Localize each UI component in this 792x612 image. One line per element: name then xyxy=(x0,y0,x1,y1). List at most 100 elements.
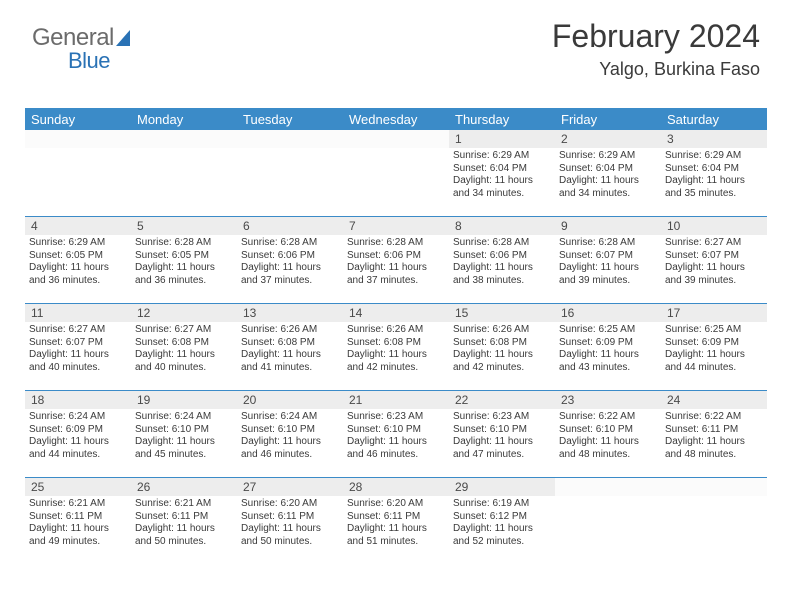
sunset-text: Sunset: 6:10 PM xyxy=(135,424,233,437)
day-body: Sunrise: 6:29 AMSunset: 6:05 PMDaylight:… xyxy=(25,235,131,293)
daylight-text: Daylight: 11 hours and 52 minutes. xyxy=(453,523,551,548)
sunrise-text: Sunrise: 6:28 AM xyxy=(241,237,339,250)
calendar-cell: 11Sunrise: 6:27 AMSunset: 6:07 PMDayligh… xyxy=(25,304,131,390)
day-number: 10 xyxy=(661,217,767,235)
daylight-text: Daylight: 11 hours and 36 minutes. xyxy=(135,262,233,287)
calendar-cell xyxy=(343,130,449,216)
sunset-text: Sunset: 6:10 PM xyxy=(241,424,339,437)
day-body: Sunrise: 6:28 AMSunset: 6:07 PMDaylight:… xyxy=(555,235,661,293)
day-number xyxy=(25,130,131,148)
sunrise-text: Sunrise: 6:24 AM xyxy=(241,411,339,424)
sunrise-text: Sunrise: 6:20 AM xyxy=(347,498,445,511)
header-thursday: Thursday xyxy=(449,112,555,127)
calendar-cell: 7Sunrise: 6:28 AMSunset: 6:06 PMDaylight… xyxy=(343,217,449,303)
calendar-cell: 4Sunrise: 6:29 AMSunset: 6:05 PMDaylight… xyxy=(25,217,131,303)
day-body: Sunrise: 6:27 AMSunset: 6:07 PMDaylight:… xyxy=(661,235,767,293)
day-body: Sunrise: 6:27 AMSunset: 6:08 PMDaylight:… xyxy=(131,322,237,380)
calendar-cell xyxy=(25,130,131,216)
logo-text-2: Blue xyxy=(68,48,130,74)
day-body: Sunrise: 6:24 AMSunset: 6:10 PMDaylight:… xyxy=(131,409,237,467)
calendar-cell xyxy=(555,478,661,564)
sunrise-text: Sunrise: 6:28 AM xyxy=(135,237,233,250)
calendar-cell: 20 Sunrise: 6:24 AMSunset: 6:10 PMDayligh… xyxy=(237,391,343,477)
day-body: Sunrise: 6:21 AMSunset: 6:11 PMDaylight:… xyxy=(131,496,237,554)
calendar-week-row: 4Sunrise: 6:29 AMSunset: 6:05 PMDaylight… xyxy=(25,216,767,303)
calendar-cell: 16Sunrise: 6:25 AMSunset: 6:09 PMDayligh… xyxy=(555,304,661,390)
calendar-cell: 1Sunrise: 6:29 AMSunset: 6:04 PMDaylight… xyxy=(449,130,555,216)
calendar-cell: 27Sunrise: 6:20 AMSunset: 6:11 PMDayligh… xyxy=(237,478,343,564)
day-number: 3 xyxy=(661,130,767,148)
page-title: February 2024 xyxy=(552,18,760,55)
day-body: Sunrise: 6:22 AMSunset: 6:11 PMDaylight:… xyxy=(661,409,767,467)
sunset-text: Sunset: 6:09 PM xyxy=(665,337,763,350)
calendar-cell: 9Sunrise: 6:28 AMSunset: 6:07 PMDaylight… xyxy=(555,217,661,303)
calendar-cell: 6Sunrise: 6:28 AMSunset: 6:06 PMDaylight… xyxy=(237,217,343,303)
sunset-text: Sunset: 6:11 PM xyxy=(241,511,339,524)
sunset-text: Sunset: 6:08 PM xyxy=(241,337,339,350)
sunrise-text: Sunrise: 6:23 AM xyxy=(453,411,551,424)
daylight-text: Daylight: 11 hours and 44 minutes. xyxy=(29,436,127,461)
calendar-cell: 10Sunrise: 6:27 AMSunset: 6:07 PMDayligh… xyxy=(661,217,767,303)
sunset-text: Sunset: 6:11 PM xyxy=(29,511,127,524)
daylight-text: Daylight: 11 hours and 48 minutes. xyxy=(665,436,763,461)
logo-text-1: General xyxy=(32,24,114,51)
day-number: 29 xyxy=(449,478,555,496)
calendar-cell: 22Sunrise: 6:23 AMSunset: 6:10 PMDayligh… xyxy=(449,391,555,477)
header-sunday: Sunday xyxy=(25,112,131,127)
daylight-text: Daylight: 11 hours and 39 minutes. xyxy=(665,262,763,287)
daylight-text: Daylight: 11 hours and 42 minutes. xyxy=(453,349,551,374)
day-body: Sunrise: 6:29 AMSunset: 6:04 PMDaylight:… xyxy=(555,148,661,206)
sunrise-text: Sunrise: 6:26 AM xyxy=(453,324,551,337)
calendar-cell: 21Sunrise: 6:23 AMSunset: 6:10 PMDayligh… xyxy=(343,391,449,477)
calendar-week-row: 25Sunrise: 6:21 AMSunset: 6:11 PMDayligh… xyxy=(25,477,767,564)
sunset-text: Sunset: 6:10 PM xyxy=(559,424,657,437)
sunset-text: Sunset: 6:04 PM xyxy=(559,163,657,176)
day-body: Sunrise: 6:19 AMSunset: 6:12 PMDaylight:… xyxy=(449,496,555,554)
sunrise-text: Sunrise: 6:24 AM xyxy=(29,411,127,424)
calendar-cell xyxy=(237,130,343,216)
sunset-text: Sunset: 6:05 PM xyxy=(135,250,233,263)
daylight-text: Daylight: 11 hours and 48 minutes. xyxy=(559,436,657,461)
calendar-cell: 28Sunrise: 6:20 AMSunset: 6:11 PMDayligh… xyxy=(343,478,449,564)
header-friday: Friday xyxy=(555,112,661,127)
sunrise-text: Sunrise: 6:22 AM xyxy=(559,411,657,424)
day-body: Sunrise: 6:22 AMSunset: 6:10 PMDaylight:… xyxy=(555,409,661,467)
sunrise-text: Sunrise: 6:21 AM xyxy=(29,498,127,511)
daylight-text: Daylight: 11 hours and 34 minutes. xyxy=(559,175,657,200)
day-number: 5 xyxy=(131,217,237,235)
daylight-text: Daylight: 11 hours and 45 minutes. xyxy=(135,436,233,461)
sunset-text: Sunset: 6:06 PM xyxy=(241,250,339,263)
daylight-text: Daylight: 11 hours and 37 minutes. xyxy=(241,262,339,287)
day-body: Sunrise: 6:21 AMSunset: 6:11 PMDaylight:… xyxy=(25,496,131,554)
daylight-text: Daylight: 11 hours and 46 minutes. xyxy=(241,436,339,461)
sunset-text: Sunset: 6:04 PM xyxy=(453,163,551,176)
calendar-cell: 3Sunrise: 6:29 AMSunset: 6:04 PMDaylight… xyxy=(661,130,767,216)
header-tuesday: Tuesday xyxy=(237,112,343,127)
daylight-text: Daylight: 11 hours and 38 minutes. xyxy=(453,262,551,287)
calendar-cell: 5 Sunrise: 6:28 AMSunset: 6:05 PMDaylight… xyxy=(131,217,237,303)
sunrise-text: Sunrise: 6:27 AM xyxy=(135,324,233,337)
calendar-week-row: 11Sunrise: 6:27 AMSunset: 6:07 PMDayligh… xyxy=(25,303,767,390)
calendar-cell: 2Sunrise: 6:29 AMSunset: 6:04 PMDaylight… xyxy=(555,130,661,216)
day-number: 18 xyxy=(25,391,131,409)
sunset-text: Sunset: 6:10 PM xyxy=(347,424,445,437)
daylight-text: Daylight: 11 hours and 36 minutes. xyxy=(29,262,127,287)
calendar-cell: 8Sunrise: 6:28 AMSunset: 6:06 PMDaylight… xyxy=(449,217,555,303)
daylight-text: Daylight: 11 hours and 50 minutes. xyxy=(241,523,339,548)
day-number: 20 xyxy=(237,391,343,409)
day-number: 1 xyxy=(449,130,555,148)
calendar-cell: 13Sunrise: 6:26 AMSunset: 6:08 PMDayligh… xyxy=(237,304,343,390)
day-body: Sunrise: 6:24 AMSunset: 6:09 PMDaylight:… xyxy=(25,409,131,467)
sunset-text: Sunset: 6:04 PM xyxy=(665,163,763,176)
location-subtitle: Yalgo, Burkina Faso xyxy=(552,59,760,80)
day-number: 12 xyxy=(131,304,237,322)
calendar-cell: 18Sunrise: 6:24 AMSunset: 6:09 PMDayligh… xyxy=(25,391,131,477)
day-number xyxy=(343,130,449,148)
sunrise-text: Sunrise: 6:26 AM xyxy=(241,324,339,337)
sunset-text: Sunset: 6:08 PM xyxy=(135,337,233,350)
daylight-text: Daylight: 11 hours and 40 minutes. xyxy=(29,349,127,374)
day-number: 25 xyxy=(25,478,131,496)
day-number: 22 xyxy=(449,391,555,409)
sunrise-text: Sunrise: 6:29 AM xyxy=(29,237,127,250)
calendar-cell xyxy=(131,130,237,216)
